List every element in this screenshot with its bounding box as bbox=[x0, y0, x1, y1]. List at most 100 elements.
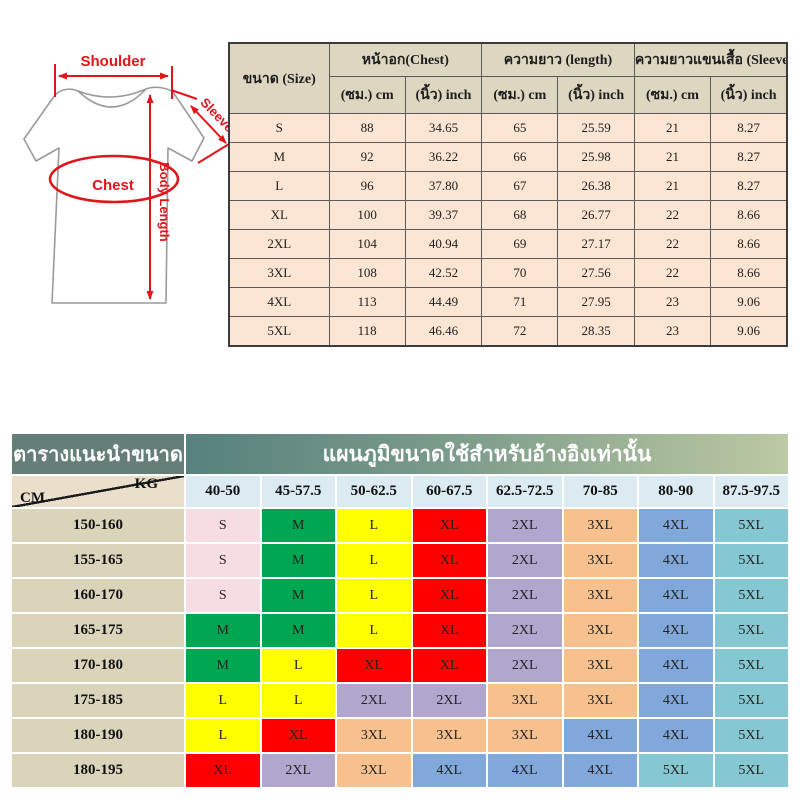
measurement-value-cell: 42.52 bbox=[404, 258, 483, 288]
recommended-size-cell: XL bbox=[186, 754, 260, 787]
reco-title-row: ตารางแนะนำขนาด แผนภูมิขนาดใช้สำหรับอ้างอ… bbox=[12, 434, 788, 474]
size-table-row: L 96 37.80 67 26.38 21 8.27 bbox=[228, 171, 788, 201]
measurement-value-cell: 22 bbox=[633, 258, 712, 288]
measurement-value-cell: 25.98 bbox=[557, 142, 635, 172]
reco-table-row: 155-165 S M L XL 2XL 3XL 4XL 5XL bbox=[12, 544, 788, 577]
measurement-value-cell: 8.27 bbox=[710, 113, 788, 143]
size-label-cell: 2XL bbox=[228, 229, 330, 259]
measurement-value-cell: 25.59 bbox=[557, 113, 635, 143]
recommended-size-cell: L bbox=[337, 544, 411, 577]
reco-table-row: 160-170 S M L XL 2XL 3XL 4XL 5XL bbox=[12, 579, 788, 612]
measurement-value-cell: 23 bbox=[633, 316, 712, 347]
size-label-cell: L bbox=[228, 171, 330, 201]
length-column-header: ความยาว (length) bbox=[481, 42, 635, 77]
recommended-size-cell: 5XL bbox=[639, 754, 713, 787]
recommended-size-cell: XL bbox=[337, 649, 411, 682]
recommended-size-cell: 5XL bbox=[714, 719, 788, 752]
size-table-row: 3XL 108 42.52 70 27.56 22 8.66 bbox=[228, 258, 788, 288]
measurement-value-cell: 100 bbox=[328, 200, 406, 230]
measurement-value-cell: 26.77 bbox=[557, 200, 635, 230]
size-table-row: M 92 36.22 66 25.98 21 8.27 bbox=[228, 142, 788, 172]
recommended-size-cell: 2XL bbox=[488, 579, 562, 612]
recommended-size-cell: 3XL bbox=[337, 719, 411, 752]
recommended-size-cell: 5XL bbox=[714, 684, 788, 717]
height-range-header: 170-180 bbox=[12, 649, 184, 682]
recommended-size-cell: 4XL bbox=[639, 719, 713, 752]
recommended-size-cell: M bbox=[261, 544, 335, 577]
sleeve-measure-annotation bbox=[170, 89, 230, 164]
recommended-size-cell: XL bbox=[412, 544, 486, 577]
measurement-value-cell: 88 bbox=[328, 113, 406, 143]
recommended-size-cell: 5XL bbox=[714, 579, 788, 612]
recommended-size-cell: 2XL bbox=[488, 509, 562, 542]
tshirt-outline-shape bbox=[23, 86, 205, 304]
recommended-size-cell: 3XL bbox=[563, 579, 637, 612]
recommended-size-cell: M bbox=[261, 579, 335, 612]
measurement-value-cell: 8.66 bbox=[710, 229, 788, 259]
height-range-header: 180-190 bbox=[12, 719, 184, 752]
measurement-value-cell: 66 bbox=[481, 142, 559, 172]
recommended-size-cell: 4XL bbox=[639, 509, 713, 542]
measurement-value-cell: 21 bbox=[633, 142, 712, 172]
recommended-size-cell: 3XL bbox=[337, 754, 411, 787]
measurement-value-cell: 34.65 bbox=[404, 113, 483, 143]
measurement-value-cell: 39.37 bbox=[404, 200, 483, 230]
measurement-value-cell: 27.17 bbox=[557, 229, 635, 259]
recommended-size-cell: XL bbox=[261, 719, 335, 752]
recommended-size-cell: XL bbox=[412, 649, 486, 682]
recommended-size-cell: 5XL bbox=[714, 614, 788, 647]
recommended-size-cell: 2XL bbox=[412, 684, 486, 717]
size-label-cell: 3XL bbox=[228, 258, 330, 288]
axis-corner-cell: KG CM bbox=[12, 476, 184, 507]
shoulder-label: Shoulder bbox=[80, 53, 145, 70]
measurement-value-cell: 71 bbox=[481, 287, 559, 317]
recommended-size-cell: 3XL bbox=[563, 684, 637, 717]
recommended-size-cell: 4XL bbox=[563, 754, 637, 787]
reco-table-row: 180-195 XL 2XL 3XL 4XL 4XL 4XL 5XL 5XL bbox=[12, 754, 788, 787]
measurement-value-cell: 22 bbox=[633, 229, 712, 259]
recommended-size-cell: XL bbox=[412, 579, 486, 612]
weight-range-header: 80-90 bbox=[639, 476, 713, 507]
recommended-size-cell: 3XL bbox=[488, 719, 562, 752]
recommended-size-cell: 3XL bbox=[488, 684, 562, 717]
recommended-size-cell: 4XL bbox=[639, 614, 713, 647]
measurement-value-cell: 26.38 bbox=[557, 171, 635, 201]
recommended-size-cell: L bbox=[186, 684, 260, 717]
reco-chart-disclaimer-title: แผนภูมิขนาดใช้สำหรับอ้างอิงเท่านั้น bbox=[186, 434, 788, 474]
measurement-value-cell: 36.22 bbox=[404, 142, 483, 172]
recommended-size-cell: 3XL bbox=[412, 719, 486, 752]
measurement-value-cell: 40.94 bbox=[404, 229, 483, 259]
tshirt-measurement-diagram: Shoulder Sleeve Chest Body Length bbox=[23, 53, 230, 304]
height-range-header: 180-195 bbox=[12, 754, 184, 787]
sleeve-cm-header: (ซม.) cm bbox=[633, 76, 712, 114]
height-range-header: 150-160 bbox=[12, 509, 184, 542]
reco-table-row: 170-180 M L XL XL 2XL 3XL 4XL 5XL bbox=[12, 649, 788, 682]
measurement-value-cell: 8.27 bbox=[710, 142, 788, 172]
recommended-size-cell: 2XL bbox=[261, 754, 335, 787]
measurement-value-cell: 37.80 bbox=[404, 171, 483, 201]
height-range-header: 165-175 bbox=[12, 614, 184, 647]
weight-range-header: 60-67.5 bbox=[412, 476, 486, 507]
recommended-size-cell: M bbox=[186, 614, 260, 647]
size-label-cell: M bbox=[228, 142, 330, 172]
measurement-value-cell: 67 bbox=[481, 171, 559, 201]
measurement-value-cell: 92 bbox=[328, 142, 406, 172]
recommended-size-cell: S bbox=[186, 544, 260, 577]
size-table-unit-row: (ซม.) cm (นิ้ว) inch (ซม.) cm (นิ้ว) inc… bbox=[229, 76, 788, 114]
weight-range-header: 62.5-72.5 bbox=[488, 476, 562, 507]
weight-range-header: 70-85 bbox=[563, 476, 637, 507]
measurement-value-cell: 96 bbox=[328, 171, 406, 201]
recommended-size-cell: 5XL bbox=[714, 754, 788, 787]
measurement-value-cell: 46.46 bbox=[404, 316, 483, 347]
recommended-size-cell: 4XL bbox=[412, 754, 486, 787]
recommended-size-cell: XL bbox=[412, 614, 486, 647]
chest-label: Chest bbox=[92, 177, 134, 194]
recommended-size-cell: 4XL bbox=[639, 544, 713, 577]
cm-axis-label: CM bbox=[20, 490, 45, 506]
sleeve-inch-header: (นิ้ว) inch bbox=[710, 76, 788, 114]
reco-table-row: 165-175 M M L XL 2XL 3XL 4XL 5XL bbox=[12, 614, 788, 647]
measurement-value-cell: 108 bbox=[328, 258, 406, 288]
recommended-size-cell: 4XL bbox=[639, 684, 713, 717]
recommended-size-cell: L bbox=[261, 684, 335, 717]
recommended-size-cell: 4XL bbox=[639, 579, 713, 612]
